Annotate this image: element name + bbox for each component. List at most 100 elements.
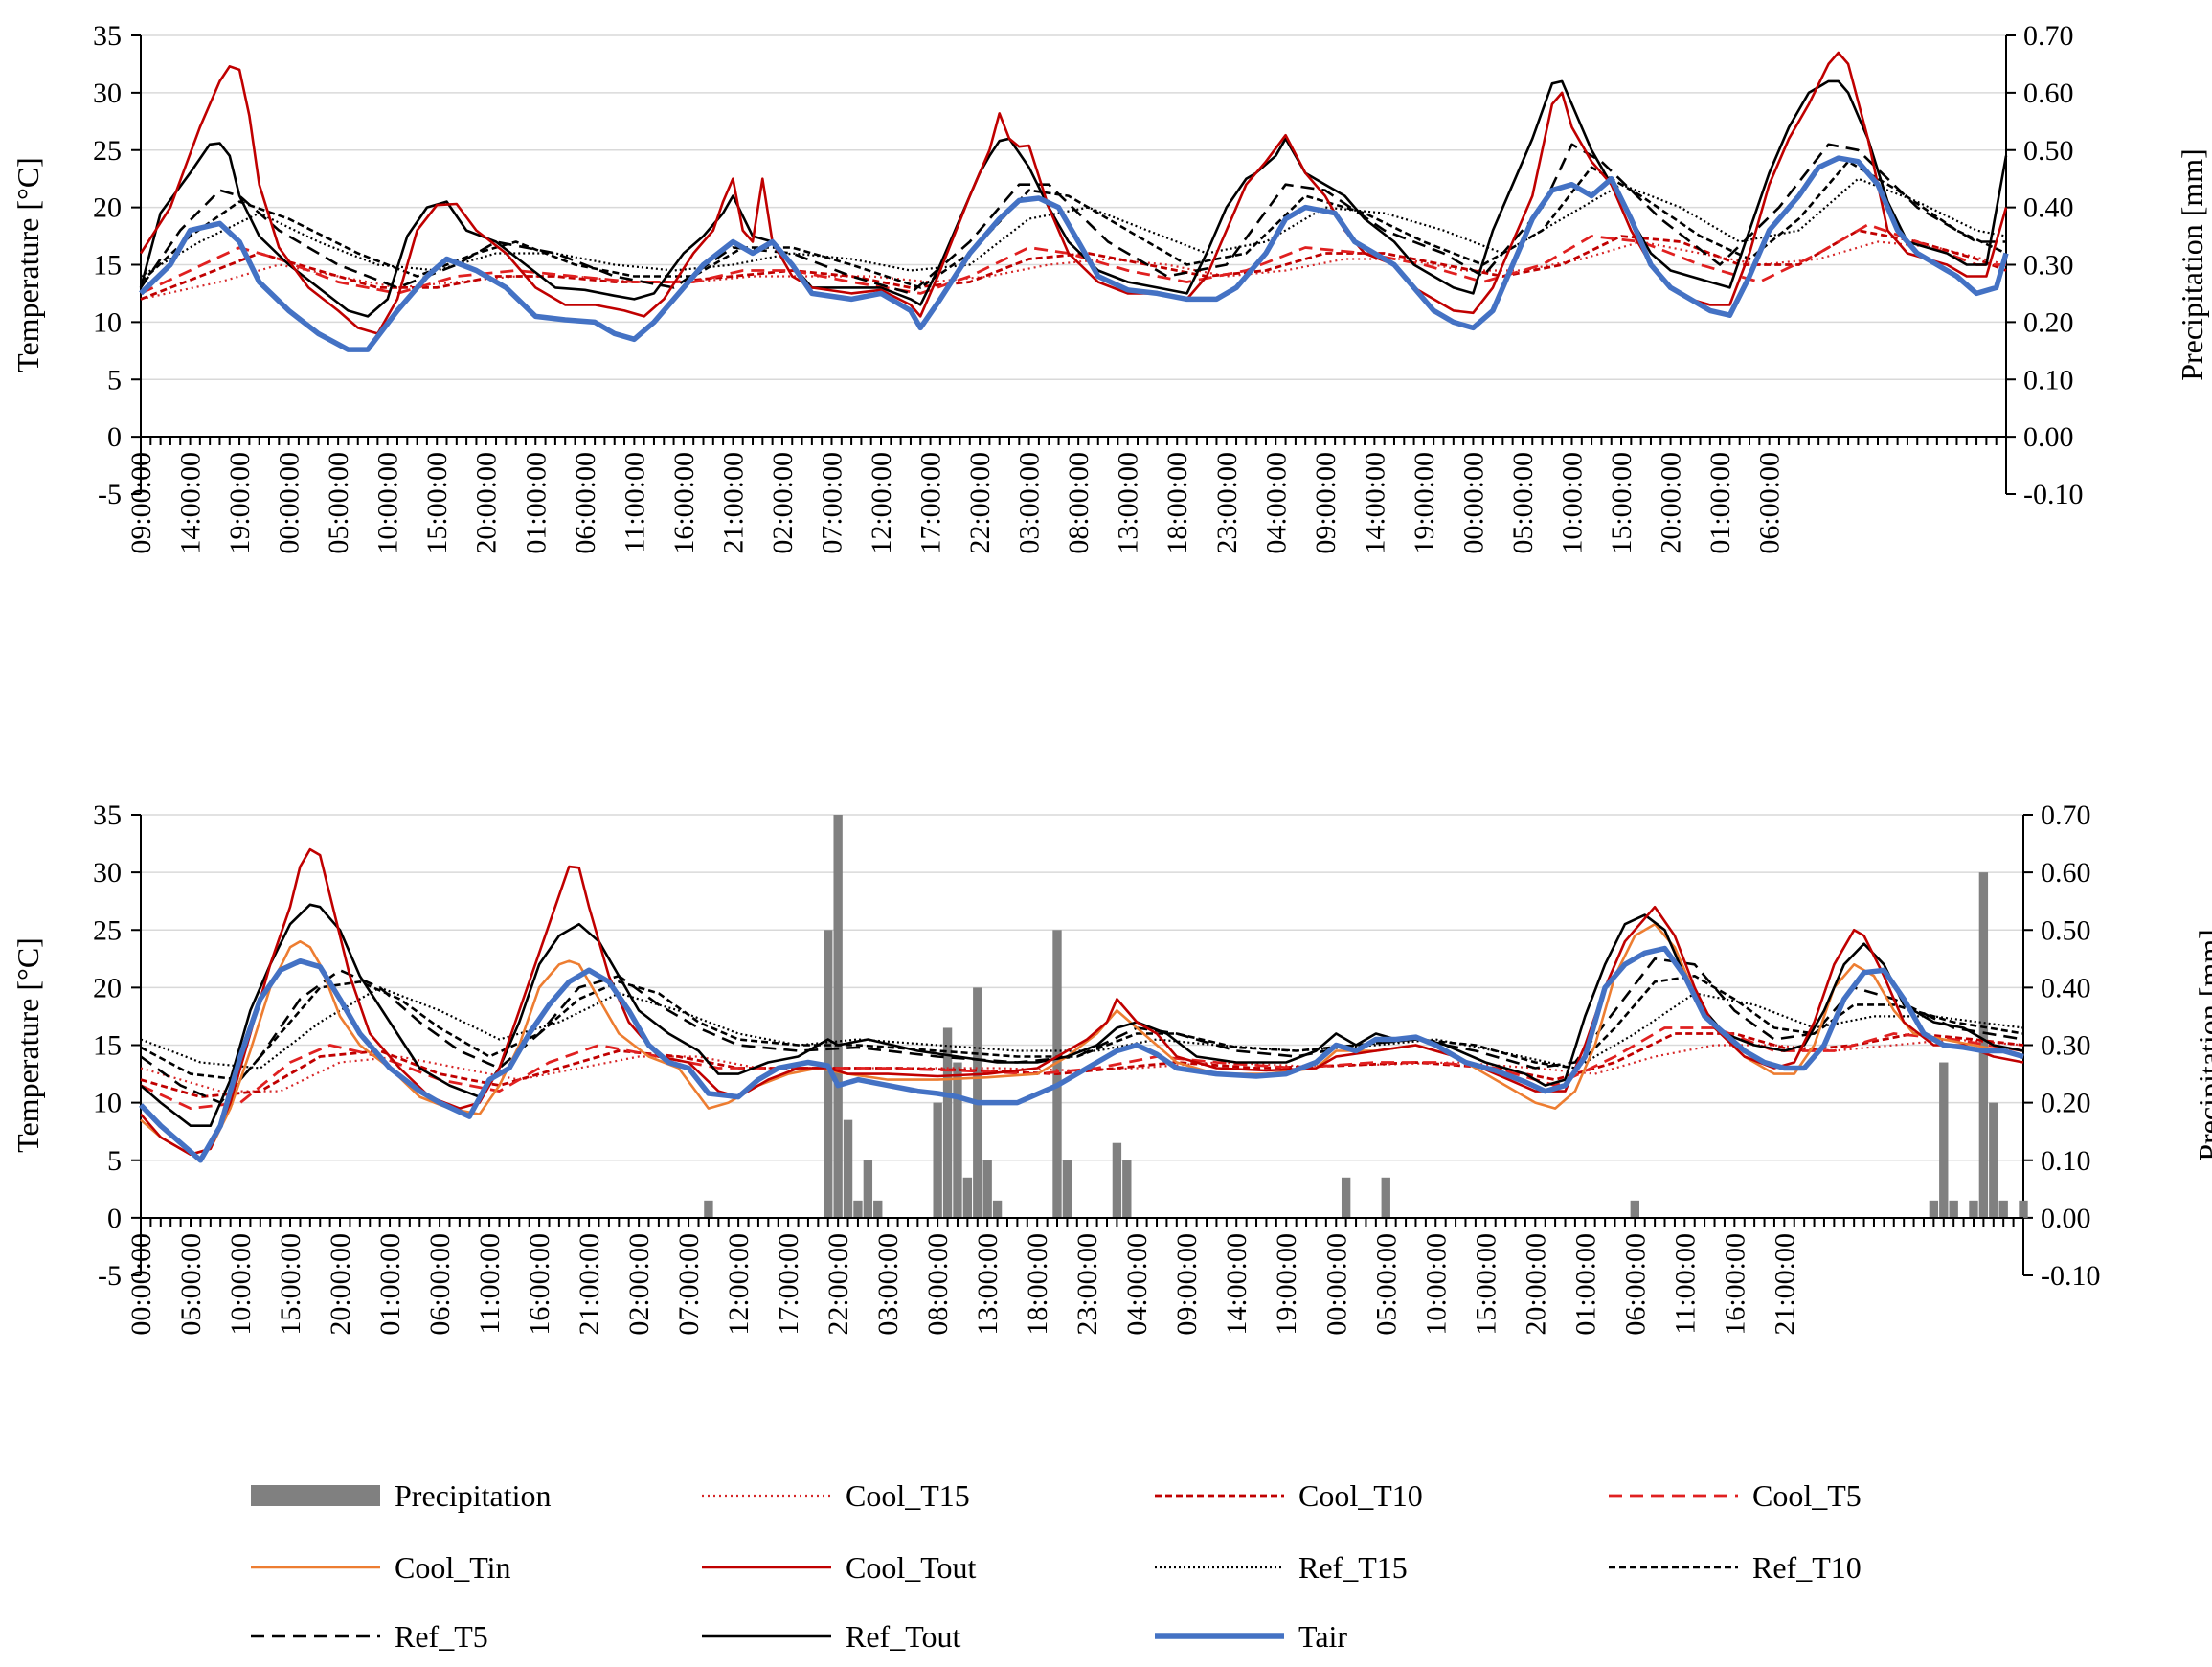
top-x-tick-label: 13:00:00 <box>1113 452 1144 554</box>
bottom-precipitation-bar <box>873 1200 883 1218</box>
top-x-tick-label: 16:00:00 <box>668 452 700 554</box>
bottom-precipitation-bar <box>2019 1200 2028 1218</box>
bottom-x-tick-label: 05:00:00 <box>175 1233 207 1336</box>
top-x-tick-label: 06:00:00 <box>1754 452 1786 554</box>
bottom-y-tick-label: 5 <box>107 1145 122 1177</box>
top-series-tair <box>139 155 2009 352</box>
bottom-x-tick-label: 16:00:00 <box>1719 1233 1750 1336</box>
top-x-tick-label: 05:00:00 <box>1507 452 1539 554</box>
legend-label-ref-t15: Ref_T15 <box>1298 1550 1408 1585</box>
top-x-tick-label: 19:00:00 <box>1409 452 1440 554</box>
legend-label-cool-t5: Cool_T5 <box>1752 1478 1862 1513</box>
bottom-y-tick-label: 25 <box>93 914 122 946</box>
top-x-tick-label: 19:00:00 <box>224 452 256 554</box>
bottom-precipitation-bar <box>824 930 833 1218</box>
bottom-x-tick-label: 06:00:00 <box>424 1233 456 1336</box>
top-x-tick-label: 06:00:00 <box>570 452 601 554</box>
bottom-precipitation-bar <box>1989 1102 1998 1218</box>
legend-label-precipitation: Precipitation <box>395 1478 552 1513</box>
bottom-precipitation-bar <box>1122 1160 1132 1218</box>
bottom-y2-tick-label: 0.30 <box>2041 1030 2091 1062</box>
bottom-x-tick-label: 18:00:00 <box>1022 1233 1053 1336</box>
top-x-tick-label: 10:00:00 <box>372 452 404 554</box>
bottom-y2-tick-label: 0.00 <box>2041 1203 2091 1234</box>
bottom-precipitation-bar <box>1969 1200 1978 1218</box>
bottom-y2-tick-label: -0.10 <box>2041 1260 2101 1292</box>
top-y2-tick-label: 0.50 <box>2023 135 2074 167</box>
top-x-tick-label: 02:00:00 <box>767 452 799 554</box>
bottom-x-tick-label: 14:00:00 <box>1221 1233 1253 1336</box>
chart-legend: Precipitation Cool_T15 Cool_T10 Cool_T5 Cool… <box>251 1478 1862 1654</box>
bottom-precipitation-bar <box>1998 1200 2008 1218</box>
top-series-ref-tout <box>139 79 2008 318</box>
top-x-tick-label: 15:00:00 <box>421 452 453 554</box>
top-x-tick-label: 21:00:00 <box>717 452 749 554</box>
top-y-tick-label: 30 <box>93 78 122 109</box>
bottom-y-tick-label: 30 <box>93 857 122 889</box>
bottom-x-tick-label: 20:00:00 <box>325 1233 356 1336</box>
bottom-precipitation-bar <box>933 1102 942 1218</box>
bottom-x-tick-label: 01:00:00 <box>1569 1233 1601 1336</box>
top-x-tick-label: 20:00:00 <box>1656 452 1687 554</box>
top-series-cool-t10 <box>140 229 2007 301</box>
bottom-y-tick-label: 10 <box>93 1088 122 1119</box>
legend-label-tair: Tair <box>1298 1619 1347 1654</box>
bottom-x-tick-label: 02:00:00 <box>623 1233 655 1336</box>
top-x-tick-label: 07:00:00 <box>816 452 847 554</box>
top-y-tick-label: 35 <box>93 20 122 52</box>
bottom-precipitation-bar <box>853 1200 863 1218</box>
top-y2-axis-title: Precipitation [mm] <box>2175 148 2209 381</box>
top-x-tick-label: 08:00:00 <box>1063 452 1095 554</box>
top-y-tick-label: 25 <box>93 135 122 167</box>
bottom-y2-tick-label: 0.10 <box>2041 1145 2091 1177</box>
bottom-precipitation-bar <box>953 1062 962 1218</box>
bottom-x-tick-label: 00:00:00 <box>1320 1233 1352 1336</box>
bottom-x-tick-label: 16:00:00 <box>524 1233 555 1336</box>
top-x-tick-label: 09:00:00 <box>1310 452 1342 554</box>
bottom-x-tick-label: 05:00:00 <box>1370 1233 1402 1336</box>
bottom-x-tick-label: 22:00:00 <box>823 1233 854 1336</box>
bottom-x-tick-label: 13:00:00 <box>972 1233 1004 1336</box>
top-x-tick-label: 12:00:00 <box>866 452 897 554</box>
top-y2-tick-label: 0.60 <box>2023 78 2074 109</box>
bottom-x-tick-label: 17:00:00 <box>773 1233 804 1336</box>
top-x-tick-label: 00:00:00 <box>274 452 305 554</box>
bottom-x-tick-label: 15:00:00 <box>1470 1233 1501 1336</box>
legend-label-ref-t5: Ref_T5 <box>395 1619 488 1654</box>
bottom-y2-tick-label: 0.60 <box>2041 857 2091 889</box>
top-x-tick-label: 14:00:00 <box>1359 452 1390 554</box>
bottom-x-tick-label: 08:00:00 <box>922 1233 954 1336</box>
bottom-y-axis-title: Temperature [°C] <box>11 937 45 1153</box>
top-panel-chart: -5 0 5 10 15 20 25 30 35 -0.10 0.00 0.10 0.20 0.30 0.4… <box>11 20 2209 554</box>
bottom-precipitation-bar <box>1978 872 1989 1218</box>
top-x-tick-label: 03:00:00 <box>1014 452 1046 554</box>
top-x-tick-label: 04:00:00 <box>1260 452 1292 554</box>
bottom-panel-chart: -5 0 5 10 15 20 25 30 35 -0.10 0.00 0.10 0.20 0.30 0.4… <box>11 800 2212 1336</box>
bottom-precipitation-bar <box>843 1119 853 1218</box>
bottom-series-cool-tout <box>140 847 2024 1156</box>
bottom-series-ref-t15 <box>140 986 2024 1070</box>
bottom-precipitation-bar <box>1929 1200 1939 1218</box>
top-series-cool-tout <box>139 51 2008 335</box>
bottom-y-tick-label: 15 <box>93 1030 122 1062</box>
bottom-precipitation-bar <box>1062 1160 1072 1218</box>
top-x-tick-label: 11:00:00 <box>619 452 650 553</box>
top-y-axis-title: Temperature [°C] <box>11 157 45 372</box>
top-x-tick-label: 14:00:00 <box>175 452 207 554</box>
bottom-precipitation-bar <box>1381 1177 1390 1218</box>
bottom-precipitation-bar <box>1341 1177 1351 1218</box>
top-y-tick-label: -5 <box>98 479 122 510</box>
top-x-tick-label: 20:00:00 <box>471 452 503 554</box>
top-series-ref-t5 <box>139 143 2006 295</box>
top-y2-tick-label: 0.00 <box>2023 421 2074 453</box>
top-y-tick-label: 10 <box>93 306 122 338</box>
bottom-x-tick-label: 23:00:00 <box>1072 1233 1103 1336</box>
bottom-y-tick-label: -5 <box>98 1260 122 1292</box>
bottom-x-tick-label: 12:00:00 <box>723 1233 755 1336</box>
bottom-y-tick-label: 20 <box>93 972 122 1003</box>
top-y-tick-label: 5 <box>107 364 122 395</box>
bottom-x-tick-label: 06:00:00 <box>1619 1233 1651 1336</box>
top-y-tick-label: 15 <box>93 250 122 282</box>
bottom-x-tick-label: 21:00:00 <box>574 1233 605 1336</box>
